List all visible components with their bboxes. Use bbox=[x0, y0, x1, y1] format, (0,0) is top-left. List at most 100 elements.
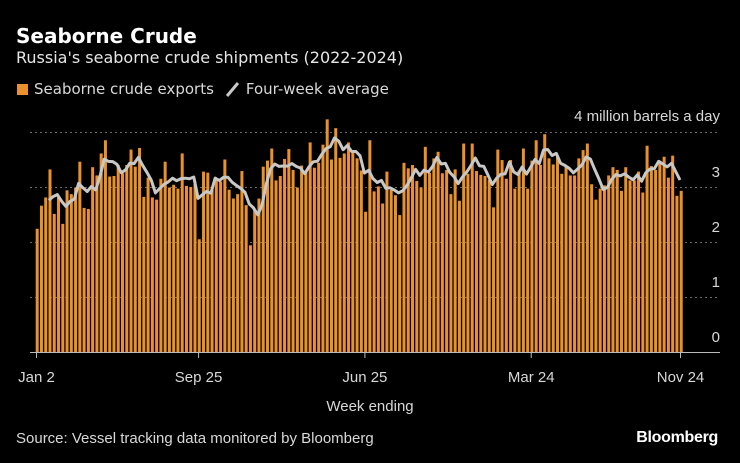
bar bbox=[538, 165, 542, 352]
bar bbox=[415, 180, 419, 352]
bar bbox=[649, 166, 653, 352]
bar bbox=[176, 188, 180, 352]
bar bbox=[78, 161, 82, 352]
bar bbox=[419, 187, 423, 352]
bar bbox=[197, 239, 201, 352]
bar bbox=[214, 178, 218, 352]
bar bbox=[462, 143, 466, 352]
bar bbox=[236, 194, 240, 352]
bar bbox=[513, 188, 517, 352]
legend-bars-label: Seaborne crude exports bbox=[34, 80, 214, 98]
bar bbox=[577, 158, 581, 352]
bar bbox=[440, 173, 444, 352]
bar bbox=[65, 190, 69, 352]
x-tick-label: Mar 24 bbox=[508, 369, 555, 386]
bar bbox=[44, 197, 48, 352]
bar bbox=[304, 171, 308, 352]
bar bbox=[381, 203, 385, 352]
bar bbox=[283, 158, 287, 352]
bar bbox=[432, 158, 436, 352]
y-tick-label: 0 bbox=[712, 329, 720, 346]
bar bbox=[581, 150, 585, 352]
bar bbox=[624, 167, 628, 352]
bar bbox=[95, 175, 99, 352]
bar bbox=[470, 143, 474, 352]
bar bbox=[556, 156, 560, 352]
bar bbox=[133, 166, 137, 352]
x-tick-label: Jan 2 bbox=[18, 369, 55, 386]
bar bbox=[248, 245, 252, 352]
bar bbox=[142, 196, 146, 352]
bar bbox=[295, 187, 299, 352]
bar bbox=[607, 175, 611, 352]
bar bbox=[658, 163, 662, 352]
bar bbox=[274, 180, 278, 352]
bar bbox=[342, 153, 346, 352]
bar bbox=[355, 158, 359, 352]
bar bbox=[679, 190, 683, 352]
bar bbox=[138, 147, 142, 352]
bar bbox=[261, 166, 265, 352]
bar bbox=[474, 171, 478, 352]
bar bbox=[317, 162, 321, 352]
y-unit-label: 4 million barrels a day bbox=[574, 108, 720, 125]
bar bbox=[266, 160, 269, 352]
bar bbox=[560, 173, 564, 352]
x-tick-label: Jun 25 bbox=[342, 369, 387, 386]
bar bbox=[287, 149, 291, 352]
bar bbox=[202, 171, 206, 352]
bar bbox=[240, 171, 244, 352]
x-axis-title: Week ending bbox=[326, 398, 414, 415]
bar bbox=[436, 151, 440, 352]
bar bbox=[116, 165, 120, 352]
bar bbox=[57, 197, 61, 352]
bar bbox=[347, 142, 351, 352]
bar bbox=[257, 198, 261, 352]
bar bbox=[666, 177, 670, 352]
bar bbox=[479, 174, 483, 352]
bar bbox=[334, 128, 338, 352]
bar bbox=[393, 195, 397, 352]
bar bbox=[509, 160, 513, 352]
bar bbox=[483, 176, 487, 352]
bar bbox=[364, 211, 368, 352]
bar bbox=[61, 223, 65, 352]
bar bbox=[167, 187, 171, 352]
bar bbox=[278, 176, 282, 352]
bar bbox=[615, 169, 619, 352]
bar bbox=[654, 169, 658, 352]
bar bbox=[500, 160, 504, 352]
bar bbox=[125, 165, 129, 352]
bar bbox=[521, 148, 525, 352]
bar bbox=[329, 159, 333, 352]
bar bbox=[206, 172, 210, 352]
bar bbox=[231, 198, 235, 352]
bar bbox=[496, 149, 500, 352]
bar bbox=[637, 171, 641, 352]
bar bbox=[227, 189, 231, 352]
y-tick-label: 1 bbox=[712, 274, 720, 291]
bar bbox=[112, 176, 116, 352]
bar bbox=[325, 119, 329, 352]
bar bbox=[39, 205, 43, 352]
bar bbox=[389, 189, 393, 352]
bar bbox=[619, 190, 623, 352]
x-tick-label: Sep 25 bbox=[175, 369, 223, 386]
bar bbox=[368, 140, 372, 352]
bar bbox=[534, 140, 538, 352]
legend-line-label: Four-week average bbox=[245, 80, 389, 98]
x-tick-label: Nov 24 bbox=[657, 369, 705, 386]
bar bbox=[543, 134, 547, 352]
bar bbox=[308, 142, 312, 352]
y-tick-label: 3 bbox=[712, 164, 720, 181]
bar bbox=[645, 145, 649, 352]
bar bbox=[564, 166, 568, 352]
bar bbox=[244, 205, 248, 352]
bar bbox=[530, 160, 534, 352]
bar bbox=[376, 186, 380, 352]
bar bbox=[504, 178, 508, 352]
bar bbox=[632, 180, 636, 352]
bar bbox=[590, 184, 594, 352]
bar bbox=[338, 157, 342, 352]
